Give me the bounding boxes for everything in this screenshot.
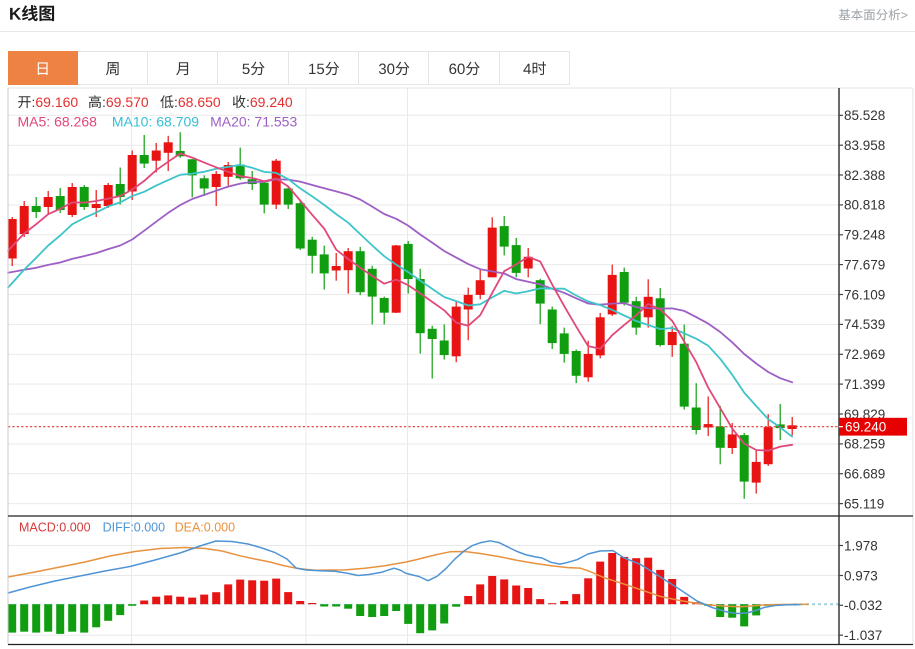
svg-text:79.248: 79.248 <box>844 228 885 243</box>
svg-text:72.969: 72.969 <box>844 347 885 362</box>
svg-text:83.958: 83.958 <box>844 138 885 153</box>
svg-text:1.978: 1.978 <box>844 538 878 553</box>
svg-text:74.539: 74.539 <box>844 317 885 332</box>
svg-text:85.528: 85.528 <box>844 108 885 123</box>
svg-text:66.689: 66.689 <box>844 467 885 482</box>
svg-text:68.650: 68.650 <box>178 94 221 110</box>
svg-text:77.679: 77.679 <box>844 257 885 272</box>
svg-text:80.818: 80.818 <box>844 198 885 213</box>
svg-text:-0.032: -0.032 <box>844 598 882 613</box>
svg-text:71.399: 71.399 <box>844 377 885 392</box>
svg-text:68.259: 68.259 <box>844 437 885 452</box>
svg-text:76.109: 76.109 <box>844 287 885 302</box>
svg-text:69.240: 69.240 <box>250 94 293 110</box>
svg-text:-1.037: -1.037 <box>844 628 882 643</box>
svg-text:82.388: 82.388 <box>844 168 885 183</box>
svg-text:65.119: 65.119 <box>844 496 884 511</box>
svg-text:69.570: 69.570 <box>106 94 149 110</box>
svg-text:69.160: 69.160 <box>35 94 78 110</box>
svg-text:69.240: 69.240 <box>845 420 886 435</box>
svg-text:0.973: 0.973 <box>844 568 878 583</box>
